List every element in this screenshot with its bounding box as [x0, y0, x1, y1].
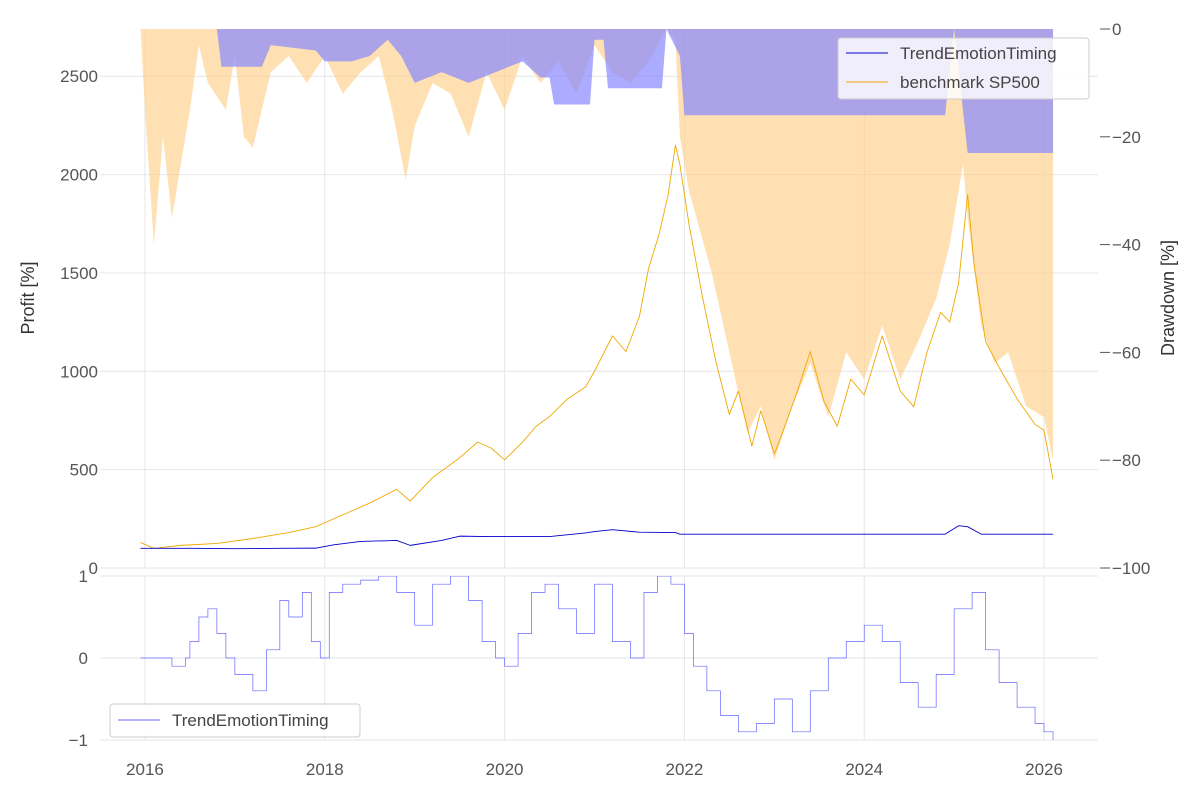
drawdown-tick-label: −100	[1112, 559, 1150, 578]
profit-tick-label: 2500	[60, 67, 98, 86]
profit-lines	[140, 144, 1054, 550]
drawdown-tick-label: −20	[1112, 128, 1141, 147]
profit-tick-label: 1000	[60, 362, 98, 381]
x-tick-label: 2024	[845, 760, 883, 779]
x-tick-label: 2022	[666, 760, 704, 779]
bottom-legend-box	[109, 703, 361, 738]
bottom-legend: TrendEmotionTiming	[109, 703, 361, 738]
drawdown-tick-label: −40	[1112, 236, 1141, 255]
legend-label-timing: TrendEmotionTiming	[172, 711, 329, 730]
drawdown-tick-label: 0	[1112, 20, 1121, 39]
benchmark-profit-line	[140, 144, 1054, 549]
profit-tick-label: 2000	[60, 166, 98, 185]
drawdown-tick-label: −80	[1112, 451, 1141, 470]
drawdown-y-ticks: 0 −20 −40 −60 −80 −100	[1100, 20, 1150, 578]
timing-signal-line	[140, 576, 1054, 740]
profit-tick-label: 0	[89, 559, 98, 578]
trend-profit-line	[140, 525, 1054, 550]
top-legend-box	[837, 37, 1090, 100]
profit-axis-label: Profit [%]	[18, 261, 38, 334]
profit-tick-label: 500	[70, 461, 98, 480]
x-tick-label: 2026	[1025, 760, 1063, 779]
signal-tick-label: 1	[79, 567, 88, 586]
drawdown-area-trend	[140, 29, 1054, 153]
signal-y-ticks: −1 0 1	[69, 567, 88, 750]
drawdown-areas	[140, 29, 1054, 461]
x-tick-label: 2016	[126, 760, 164, 779]
signal-tick-label: −1	[69, 731, 88, 750]
drawdown-area-benchmark	[140, 29, 1054, 461]
legend-label-benchmark: benchmark SP500	[900, 73, 1040, 92]
drawdown-tick-label: −60	[1112, 343, 1141, 362]
timing-signal-lines	[140, 576, 1054, 740]
profit-y-ticks: 0 500 1000 1500 2000 2500	[60, 67, 98, 578]
x-axis-ticks: 2016 2018 2020 2022 2024 2026	[126, 760, 1063, 779]
x-tick-label: 2020	[486, 760, 524, 779]
drawdown-axis-label: Drawdown [%]	[1158, 240, 1178, 356]
top-legend: TrendEmotionTiming benchmark SP500	[837, 37, 1090, 100]
signal-tick-label: 0	[79, 649, 88, 668]
profit-tick-label: 1500	[60, 264, 98, 283]
x-tick-label: 2018	[306, 760, 344, 779]
legend-label-trend: TrendEmotionTiming	[900, 44, 1057, 63]
